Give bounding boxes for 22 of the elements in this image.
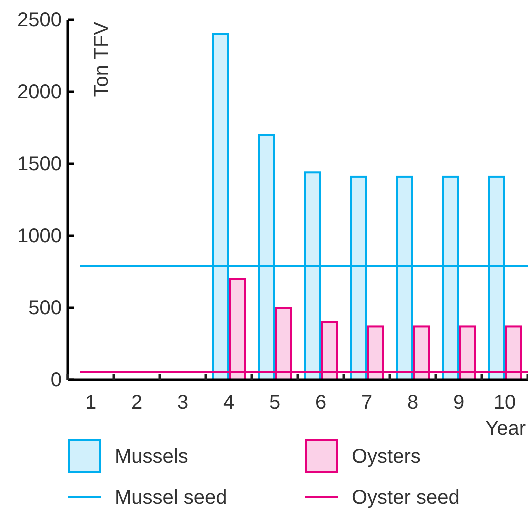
legend-label: Oysters	[352, 446, 421, 468]
y-tick-label: 2500	[18, 9, 62, 32]
y-tick-label: 1500	[18, 153, 62, 176]
x-tick-label: 8	[407, 392, 419, 414]
x-tick-label: 5	[269, 392, 281, 414]
y-tick-label: 500	[28, 297, 62, 320]
legend-label: Mussel seed	[115, 487, 228, 509]
x-tick-label: 10	[494, 392, 516, 414]
x-tick-label: 4	[223, 392, 235, 414]
y-tick-label: 0	[50, 369, 62, 392]
y-tick-label: 1000	[18, 225, 62, 248]
x-tick-label: 6	[315, 392, 327, 414]
y-tick-label: 2000	[18, 81, 62, 104]
legend-label: Oyster seed	[352, 487, 460, 509]
legend-label: Mussels	[115, 446, 188, 468]
x-tick-label: 7	[361, 392, 373, 414]
x-tick-label: 1	[85, 392, 97, 414]
y-axis-title: Ton TFV	[91, 21, 113, 98]
x-axis-title: Year	[486, 418, 526, 440]
x-tick-label: 3	[177, 392, 189, 414]
x-tick-label: 2	[131, 392, 143, 414]
x-tick-label: 9	[453, 392, 465, 414]
